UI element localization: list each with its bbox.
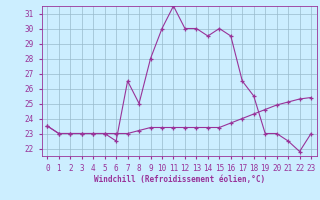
X-axis label: Windchill (Refroidissement éolien,°C): Windchill (Refroidissement éolien,°C)	[94, 175, 265, 184]
